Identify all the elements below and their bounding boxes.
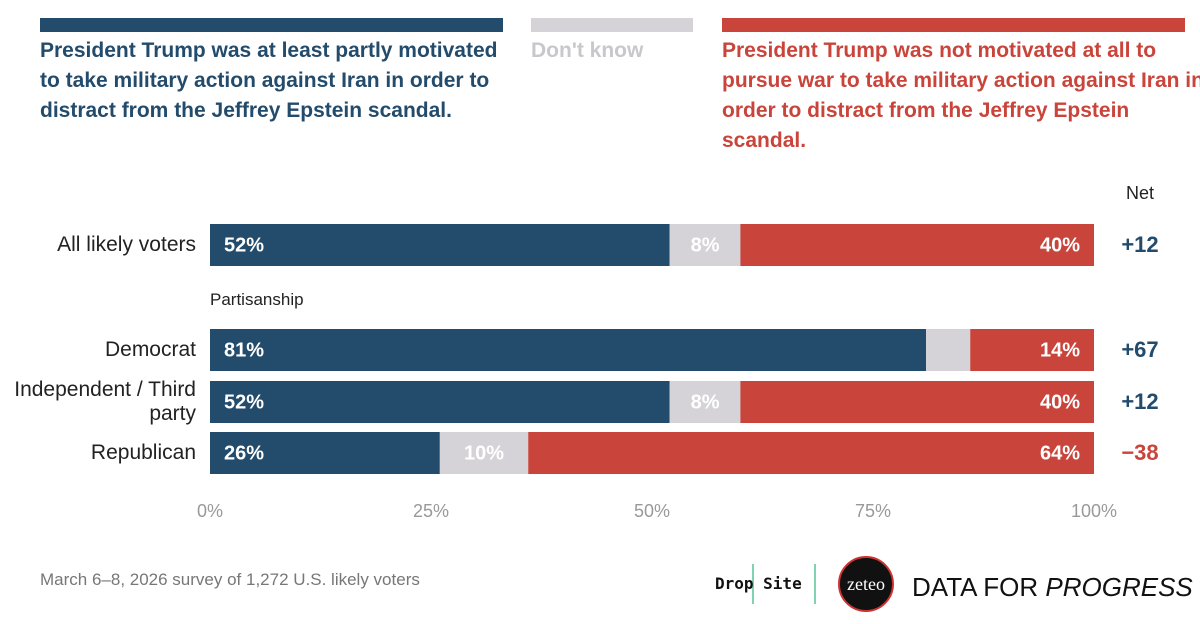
data-label: 40% <box>1040 391 1080 413</box>
data-label: 26% <box>224 442 264 464</box>
legend-swatch <box>531 18 693 32</box>
x-tick-label: 100% <box>1071 501 1117 521</box>
bar-segment <box>740 224 1094 266</box>
logo-dfp-a: DATA FOR <box>912 572 1039 602</box>
logo-dropsite: Drop Site <box>715 574 802 593</box>
logo-dfp: DATA FOR PROGRESS <box>912 572 1193 603</box>
bar-segment <box>740 381 1094 423</box>
bar-segment <box>669 381 741 423</box>
legend-swatch <box>40 18 503 32</box>
net-label: +12 <box>1121 232 1158 257</box>
group-label: Partisanship <box>210 290 304 309</box>
x-tick-label: 50% <box>634 501 670 521</box>
data-label: 52% <box>224 391 264 413</box>
x-tick-label: 25% <box>413 501 449 521</box>
bar-segment <box>528 432 1094 474</box>
category-label: All likely voters <box>57 233 196 256</box>
category-label: Independent / Third party <box>14 378 196 425</box>
bar-segment <box>669 224 741 266</box>
legend-label: President Trump was at least partly moti… <box>40 39 498 122</box>
net-label: +12 <box>1121 389 1158 414</box>
logo-dfp-b: PROGRESS <box>1045 572 1193 602</box>
bar-segment <box>210 329 927 371</box>
bar-segment <box>210 432 440 474</box>
data-label: 81% <box>224 339 264 361</box>
bar-segment <box>970 329 1094 371</box>
data-label: 14% <box>1040 339 1080 361</box>
legend-label: Don't know <box>531 39 644 62</box>
net-label: +67 <box>1121 337 1158 362</box>
data-label: 10% <box>464 442 504 464</box>
legend-label: President Trump was not motivated at all… <box>722 39 1200 152</box>
data-label: 52% <box>224 234 264 256</box>
bar-segment <box>210 224 670 266</box>
x-tick-label: 0% <box>197 501 223 521</box>
data-label: 64% <box>1040 442 1080 464</box>
logo-zeteo: zeteo <box>838 556 894 612</box>
logo-frame <box>752 564 816 604</box>
bar-segment <box>926 329 971 371</box>
legend-swatch <box>722 18 1185 32</box>
bar-segment <box>210 381 670 423</box>
bar-segment <box>439 432 529 474</box>
footnote: March 6–8, 2026 survey of 1,272 U.S. lik… <box>40 570 420 589</box>
x-tick-label: 75% <box>855 501 891 521</box>
net-title: Net <box>1126 183 1154 203</box>
data-label: 40% <box>1040 234 1080 256</box>
data-label: 8% <box>691 391 720 413</box>
net-label: −38 <box>1121 440 1158 465</box>
category-label: Republican <box>90 441 196 464</box>
category-label: Democrat <box>104 338 196 361</box>
data-label: 8% <box>691 234 720 256</box>
